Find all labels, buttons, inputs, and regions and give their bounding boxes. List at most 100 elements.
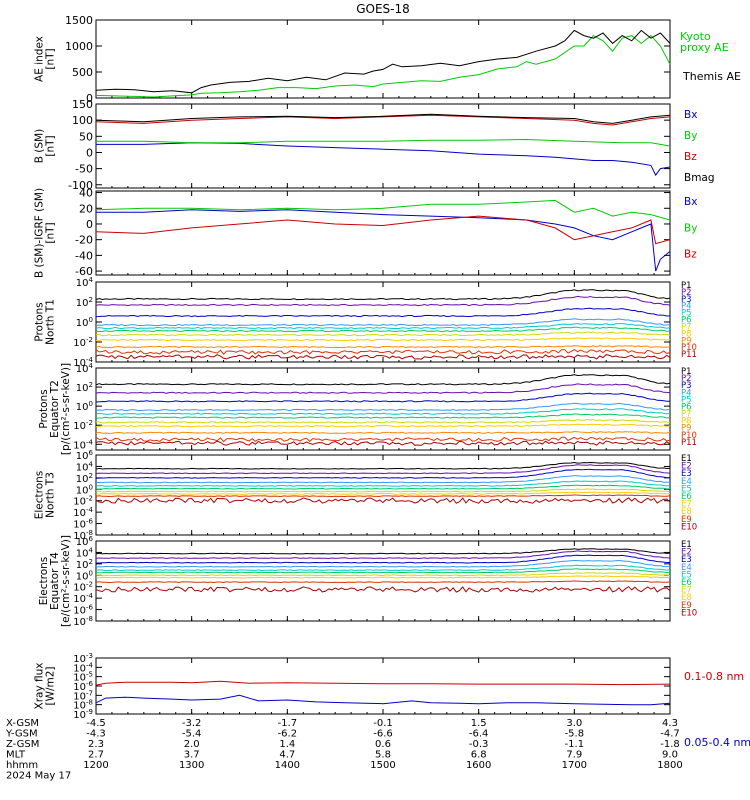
y-tick-label: 100 xyxy=(76,569,93,582)
y-tick-label: 10-2 xyxy=(73,581,93,594)
y-tick-label: 20 xyxy=(79,202,93,215)
channel-label-e10: E10 xyxy=(681,608,697,618)
channel-label-e9: E9 xyxy=(681,515,692,525)
panel-p2: Protons Equator T2 [p/(cm²-s-sr-keV)] P1P2P… xyxy=(38,363,697,455)
channel-line-p2 xyxy=(95,383,671,394)
y-tick-label: 10-7 xyxy=(73,689,93,702)
channel-line-e9 xyxy=(95,580,671,584)
x-row-value: -5.8 xyxy=(565,729,585,740)
channel-line-e2 xyxy=(95,464,671,475)
y-axis-label: Protons xyxy=(38,389,50,428)
channel-label-p7: P7 xyxy=(681,322,692,332)
y-tick-label: 104 xyxy=(76,546,94,559)
legend-by: By xyxy=(684,222,697,234)
channel-line-p8 xyxy=(96,337,671,342)
channel-line-p7 xyxy=(95,331,671,337)
channel-label-e4: E4 xyxy=(681,477,692,487)
channel-label-e7: E7 xyxy=(681,500,692,510)
y-axis-label: [nT] xyxy=(45,48,57,69)
y-axis-label: North T3 xyxy=(45,472,57,518)
channel-line-p4 xyxy=(95,402,671,412)
y-tick-label: 104 xyxy=(76,460,94,473)
channel-line-p3 xyxy=(95,307,671,318)
channel-label-e5: E5 xyxy=(681,570,692,580)
panel-frame xyxy=(95,657,671,715)
x-row-value: 1600 xyxy=(466,760,491,771)
y-tick-label: 100 xyxy=(76,483,93,496)
channel-label-e8: E8 xyxy=(681,507,692,517)
x-row-value: 2.3 xyxy=(88,739,104,750)
x-row-value: 1400 xyxy=(275,760,300,771)
channel-label-p5: P5 xyxy=(681,395,692,405)
channel-label-e3: E3 xyxy=(681,555,692,565)
y-tick-label: 102 xyxy=(76,381,93,394)
y-tick-label: -40 xyxy=(75,249,93,262)
legend-kyoto-ae: proxy AE xyxy=(680,41,729,54)
x-row-value: -3.2 xyxy=(182,718,202,729)
y-axis-label: [W/m2] xyxy=(45,666,57,705)
y-tick-label: 40 xyxy=(79,187,93,200)
x-row-value: 4.3 xyxy=(662,718,678,729)
y-tick-label: 10-5 xyxy=(73,671,93,684)
channel-line-e4 xyxy=(95,559,671,568)
channel-line-e8 xyxy=(96,575,671,579)
y-tick-label: -60 xyxy=(75,265,93,278)
channel-label-e6: E6 xyxy=(681,578,692,588)
y-tick-label: 102 xyxy=(76,472,93,485)
channel-line-p9 xyxy=(95,430,671,434)
legend-xray-short: 0.05-0.4 nm xyxy=(684,736,750,749)
y-tick-label: -100 xyxy=(68,179,93,192)
channel-line-e7 xyxy=(95,572,671,577)
channel-label-p1: P1 xyxy=(681,367,692,377)
panel-xray: Xray flux [W/m2] 0.1-0.8 nm 0.05-0.4 nm xyxy=(34,657,750,749)
y-tick-label: 0 xyxy=(86,92,93,105)
x-row-value: 1300 xyxy=(179,760,204,771)
x-row-value: 1.4 xyxy=(279,739,295,750)
channel-line-p10 xyxy=(95,436,671,443)
series-line-0-1-0-8-nm xyxy=(95,680,671,686)
channel-label-e1: E1 xyxy=(681,540,692,550)
channel-label-p4: P4 xyxy=(681,388,692,398)
date-label: 2024 May 17 xyxy=(6,771,71,782)
y-axis-label: [e/(cm²-s-sr-keV)] xyxy=(60,535,72,627)
x-row-label-z-gsm: Z-GSM xyxy=(6,739,39,750)
channel-line-e8 xyxy=(96,491,671,495)
channel-label-p3: P3 xyxy=(681,381,692,391)
y-tick-label: 1000 xyxy=(65,40,93,53)
y-tick-label: 100 xyxy=(76,316,93,329)
x-row-value: 1700 xyxy=(562,760,587,771)
panel-frame xyxy=(95,281,671,363)
channel-label-p3: P3 xyxy=(681,295,692,305)
chart-title: GOES-18 xyxy=(356,2,410,16)
legend-bz: Bz xyxy=(684,151,697,163)
y-axis-label: Equator T4 xyxy=(49,552,61,610)
channel-label-e2: E2 xyxy=(681,548,692,558)
channel-label-e9: E9 xyxy=(681,601,692,611)
y-tick-label: 102 xyxy=(76,296,93,309)
channel-line-e10 xyxy=(95,497,671,504)
legend-bx: Bx xyxy=(684,196,697,208)
channel-line-p7 xyxy=(95,418,671,424)
channel-label-p8: P8 xyxy=(681,417,692,427)
channel-label-p5: P5 xyxy=(681,309,692,319)
channel-line-e6 xyxy=(96,484,671,490)
x-row-value: 4.7 xyxy=(279,750,295,761)
y-tick-label: 50 xyxy=(79,130,93,143)
x-row-value: -6.2 xyxy=(278,729,298,740)
channel-label-e1: E1 xyxy=(681,454,692,464)
x-row-value: 6.8 xyxy=(471,750,487,761)
x-axis-annotations: X-GSM -4.5 -3.2 -1.7 -0.1 1.5 3.0 4.3 Y-GSM -4.3 -… xyxy=(5,718,683,782)
x-row-value: -4.5 xyxy=(86,718,106,729)
legend-bmag: Bmag xyxy=(684,172,715,184)
y-axis-label: [nT] xyxy=(45,222,57,243)
y-tick-label: 106 xyxy=(76,449,94,462)
y-axis-label: Protons xyxy=(34,302,46,341)
channel-line-p3 xyxy=(96,392,670,403)
y-tick-label: 10-9 xyxy=(73,708,93,721)
legend-bz: Bz xyxy=(684,249,697,261)
channel-line-e1 xyxy=(95,548,671,555)
x-row-value: -0.3 xyxy=(469,739,489,750)
y-tick-label: 10-8 xyxy=(73,615,93,628)
x-row-label-y-gsm: Y-GSM xyxy=(5,729,38,740)
